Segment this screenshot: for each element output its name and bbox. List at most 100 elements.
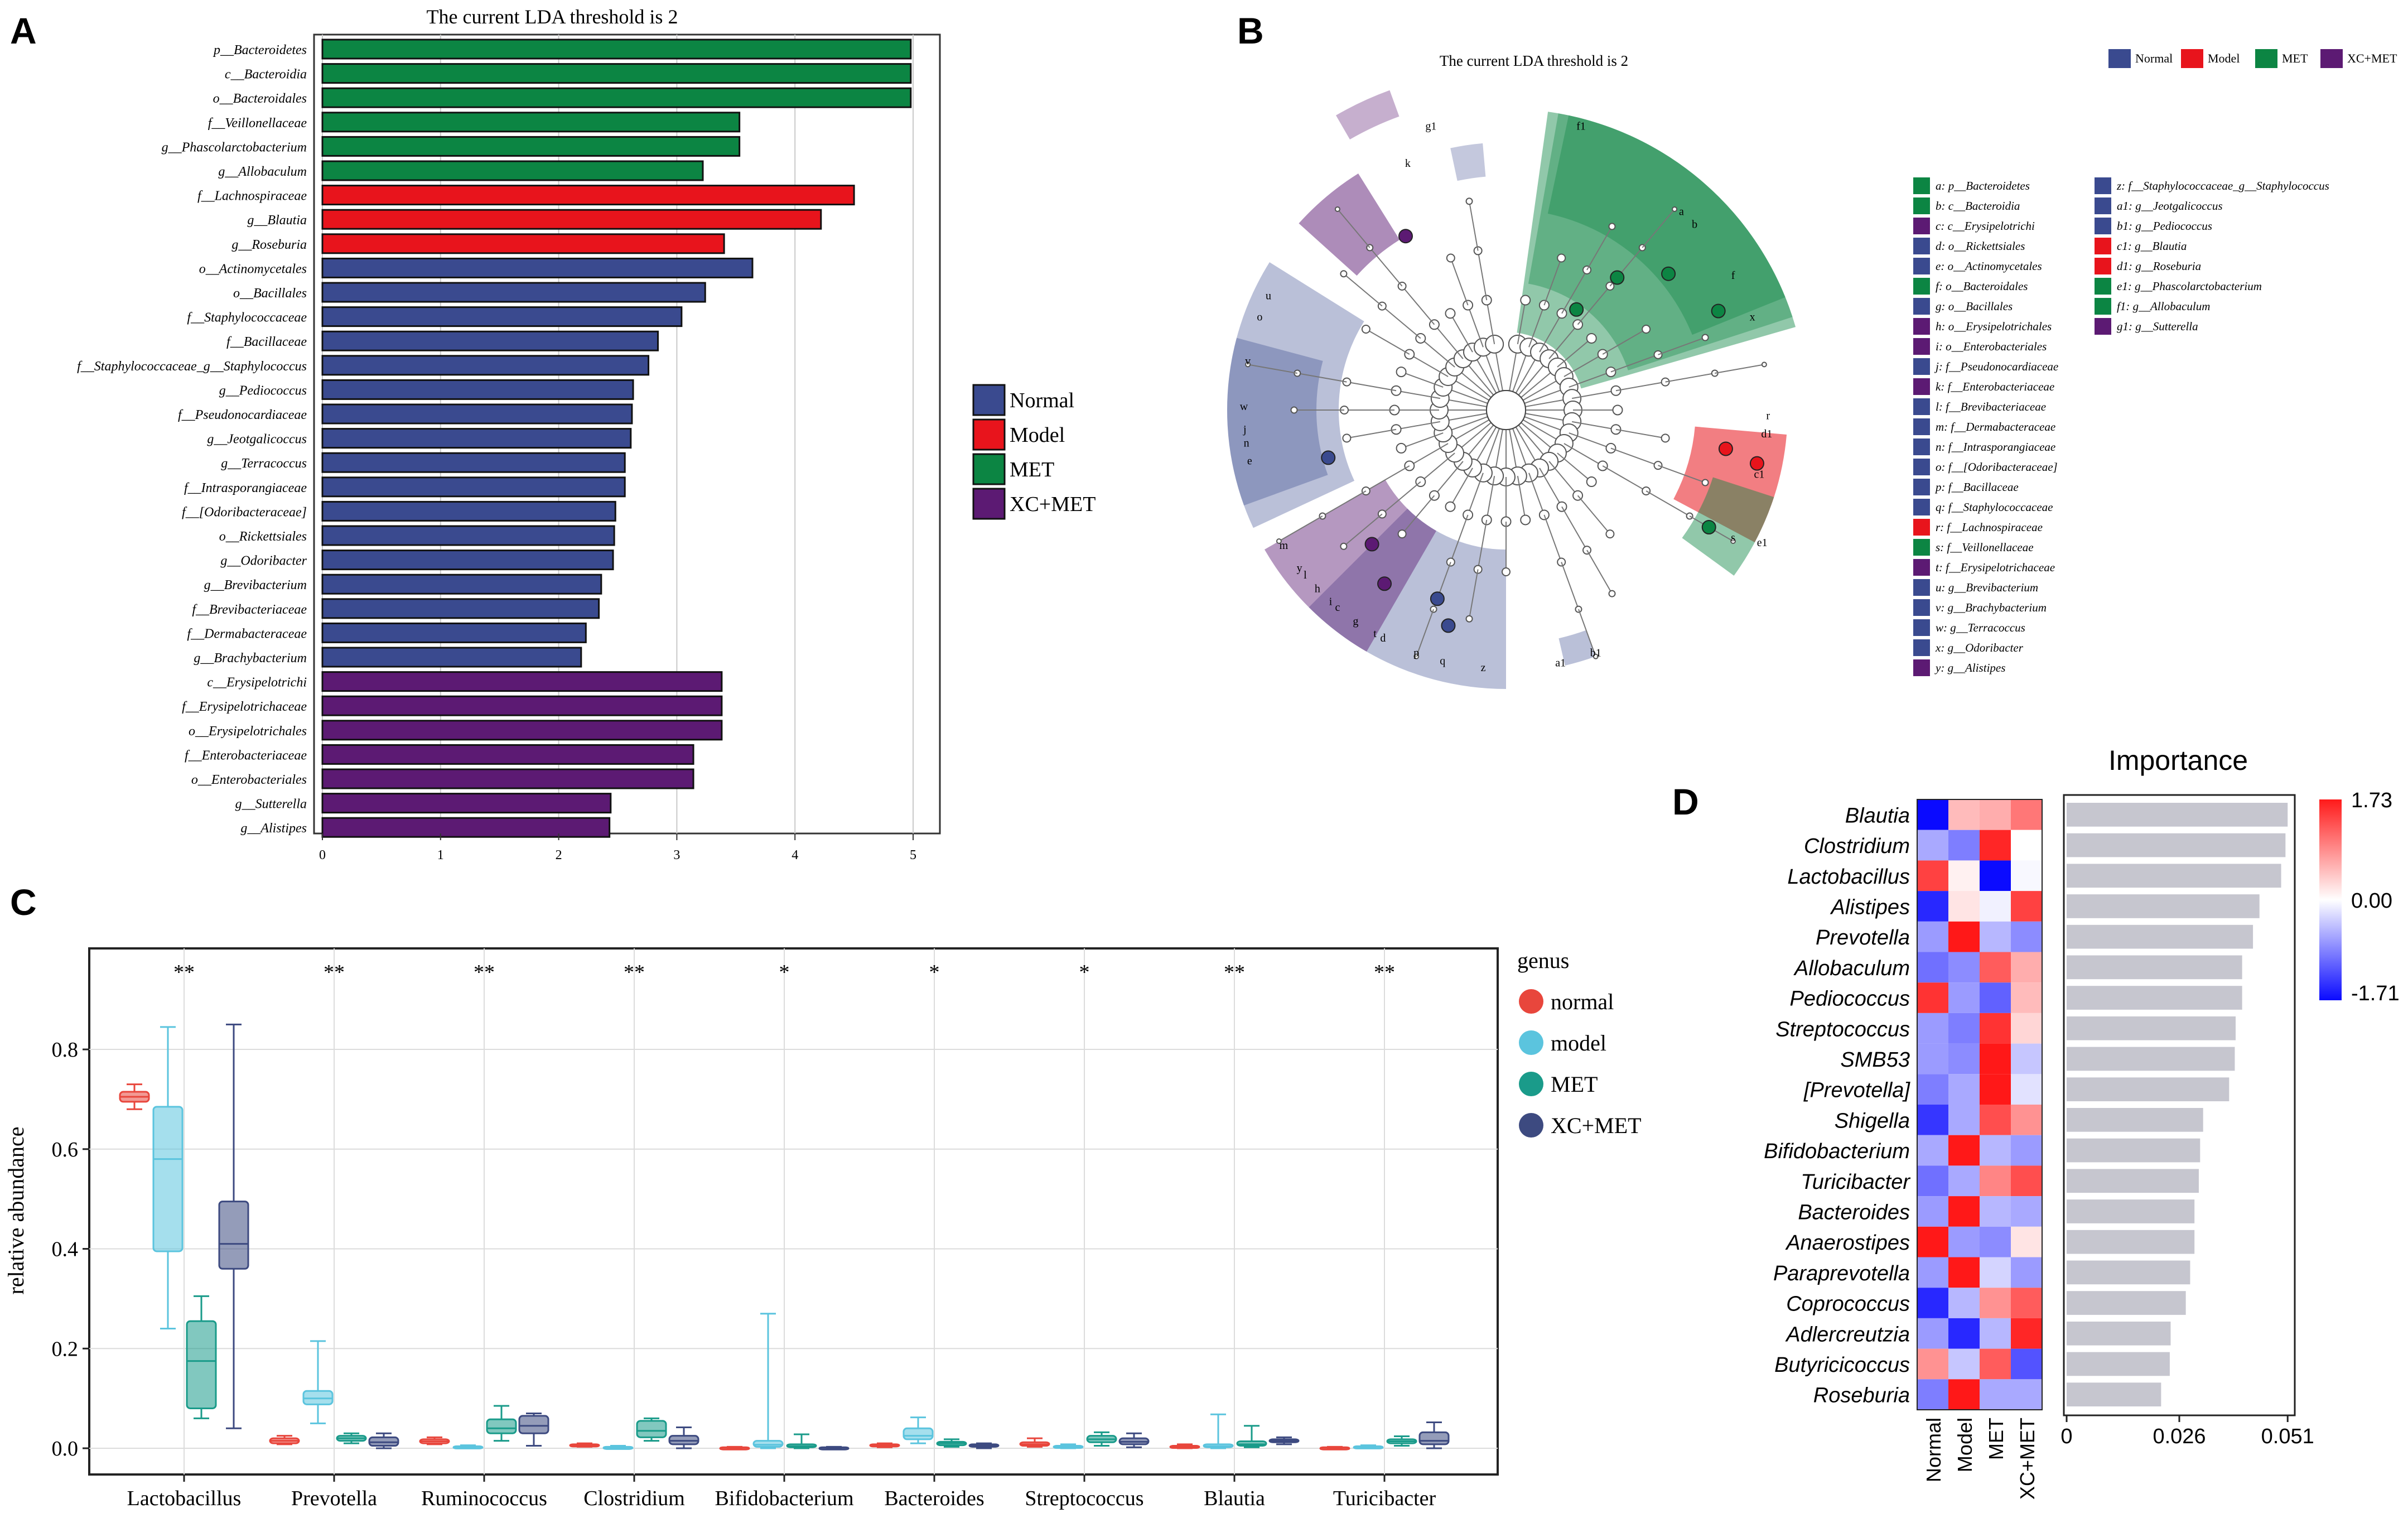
panel-b-branch [1409,354,1449,377]
panel-b-branch [1577,286,1611,325]
panel-b-key-swatch [2095,298,2111,315]
panel-b-branch [1528,473,1545,515]
panel-c-frame [88,947,1499,1476]
panel-a-category-label: c__Erysipelotrichi [207,676,307,690]
panel-d-heat-cell [1948,982,1980,1013]
panel-c-box [152,1106,184,1252]
panel-a-legend-label: XC+MET [1010,493,1096,516]
panel-b-branch [1337,209,1371,248]
panel-d-heatmap-importance: Importance Blautia Clostridium Lactobacill… [1764,745,2400,1500]
panel-d-importance-title: Importance [2108,745,2248,776]
panel-a-category-label: g__Brevibacterium [204,578,307,592]
panel-c-ytick-label: 0.0 [52,1437,79,1461]
panel-b-node-label: y [1297,562,1302,574]
panel-a-category-label: g__Brachybacterium [194,651,307,666]
panel-b-node-label: j [1243,423,1247,436]
panel-a-category-label: g__Jeotgalicoccus [207,432,307,447]
panel-a-bar [321,63,912,84]
panel-d-heat-cell [1948,799,1980,830]
panel-d-column-label: MET [1985,1418,2008,1460]
panel-a-bar [321,817,611,838]
panel-d-heat-cell [1917,1348,1948,1380]
panel-d-heat-cell [1980,1196,2011,1227]
panel-b-branch [1401,286,1435,325]
panel-d-heat-cell [1980,1165,2011,1197]
panel-b-key-label: d: o__Rickettsiales [1936,239,2025,253]
panel-b-branch [1561,269,1587,314]
panel-d-row-label: Clostridium [1804,835,1910,858]
panel-d-row-label: Blautia [1845,804,1910,827]
panel-d-heat-cell [2011,830,2042,861]
panel-d-heat-cell [2011,921,2042,952]
panel-d-heat-cell [2011,799,2042,830]
panel-b-branch [1517,476,1526,521]
panel-b-node [1608,223,1616,230]
panel-b-node [1672,206,1678,212]
panel-b-branch [1486,476,1495,521]
panel-d-heat-cell [1980,1288,2011,1318]
panel-b-legend-label: XC+MET [2347,51,2397,65]
panel-b-branch [1247,364,1297,374]
panel-d-importance-tick-label: 0 [2060,1425,2072,1448]
panel-b-key-label: v: g__Brachybacterium [1936,601,2047,614]
panel-b-highlight-node [1701,520,1716,534]
panel-b-branch [1548,324,1579,359]
panel-d-heat-cell [1980,1074,2011,1105]
panel-a-bar [321,306,683,327]
panel-b-node-label: a [1679,206,1684,218]
panel-b-node [1608,590,1616,597]
panel-a-bar [321,403,633,425]
panel-a-bar [321,622,587,643]
panel-b-title: The current LDA threshold is 2 [1440,52,1628,69]
panel-b-node-label: t [1373,628,1377,640]
panel-a-bar [321,574,602,595]
panel-c-ytick-label: 0.8 [52,1038,79,1062]
panel-d-heat-cell [1948,1105,1980,1135]
panel-a-tick-label: 3 [673,848,680,862]
panel-b-clade-shade-met [1517,112,1796,389]
panel-d-heat-cell [1917,1165,1948,1197]
panel-b-key-swatch [1913,438,1930,455]
panel-b-branch [1420,452,1455,483]
panel-d-heat-cell [1948,1226,1980,1257]
panel-a-category-label: g__Blautia [247,213,307,228]
panel-d-heat-cell [1948,1135,1980,1166]
panel-b-legend-label: Normal [2135,51,2173,65]
panel-c-significance: * [779,961,790,984]
panel-b-branch [1467,473,1484,515]
panel-b-branch [1434,461,1464,496]
panel-b-node [1340,270,1348,278]
panel-c-box [636,1420,667,1438]
panel-d-importance-bar [2067,803,2288,827]
panel-d-row-label: Bifidobacterium [1764,1140,1910,1163]
panel-label-a: A [10,10,37,51]
panel-c-box [186,1320,217,1410]
panel-b-branch [1615,428,1666,439]
panel-d-row-label: Paraprevotella [1773,1262,1910,1285]
panel-d-column-label: XC+MET [2016,1418,2039,1500]
panel-b-branch [1450,313,1473,353]
panel-b-branch [1369,247,1403,287]
panel-d-heat-cell [1948,1043,1980,1074]
panel-c-significance: ** [1374,961,1395,984]
panel-b-legend-swatch [2255,49,2277,68]
panel-c-category-label: Ruminococcus [421,1487,547,1510]
panel-b-node-label: l [1304,569,1307,581]
panel-b-node-label: f1 [1576,121,1586,133]
panel-c-legend-marker [1519,1030,1543,1055]
panel-b-highlight-node [1430,591,1445,606]
panel-b-highlight-node [1718,441,1733,456]
panel-b-key-swatch [1913,278,1930,295]
panel-b-node [1586,332,1597,344]
panel-d-row-label: Shigella [1835,1109,1910,1133]
panel-b-node-label: g [1353,615,1358,628]
panel-a-category-label: f__Staphylococcaceae [187,311,307,325]
panel-d-heat-cell [1980,830,2011,861]
panel-c-box [518,1415,549,1434]
panel-b-node-label: e1 [1757,537,1768,549]
panel-b-cladogram: The current LDA threshold is 2 Normal Mod… [1227,49,2397,689]
panel-b-key-label: c1: g__Blautia [2117,239,2187,253]
panel-d-row-label: Roseburia [1813,1384,1910,1408]
panel-d-importance-bar [2067,1352,2170,1376]
panel-c-significance: * [1079,961,1090,984]
